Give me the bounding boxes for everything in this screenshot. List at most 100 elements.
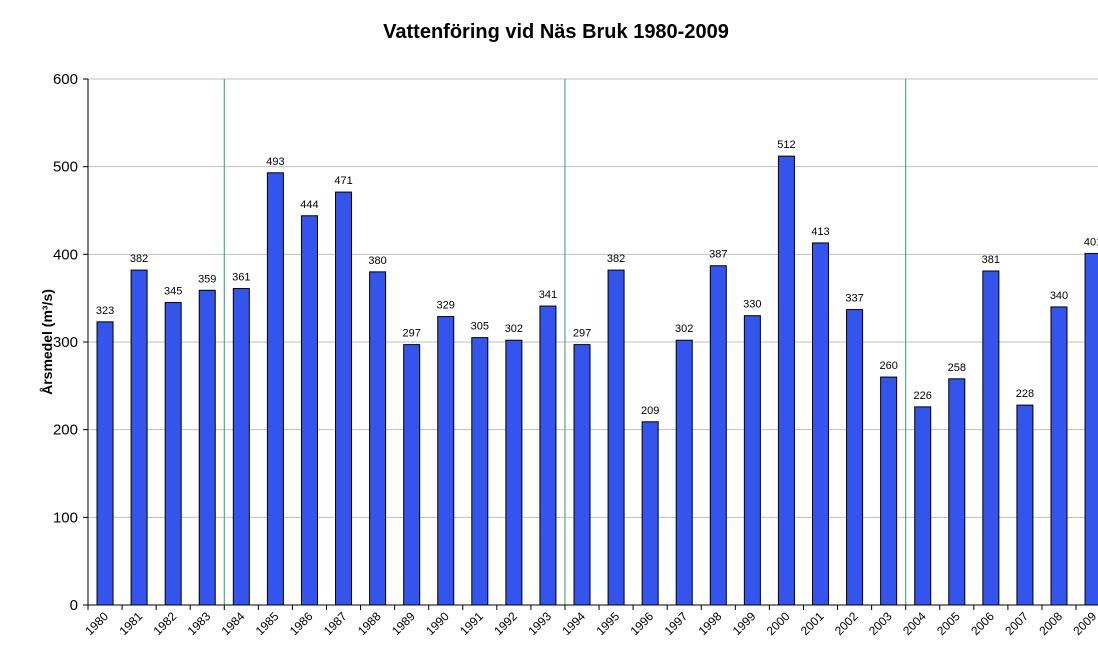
x-tick-label: 1990 xyxy=(423,609,452,638)
data-label: 341 xyxy=(539,289,557,301)
bar xyxy=(948,378,966,606)
bar xyxy=(641,421,659,606)
x-tick-label: 1996 xyxy=(627,609,656,638)
y-tick-label: 600 xyxy=(53,71,78,88)
x-tick-label: 1980 xyxy=(82,609,111,638)
data-label: 361 xyxy=(232,272,250,284)
y-tick-label: 500 xyxy=(53,159,78,176)
bar xyxy=(743,315,761,606)
bar xyxy=(880,376,898,606)
x-tick-label: 1985 xyxy=(253,609,282,638)
x-tick-label: 1982 xyxy=(151,609,180,638)
y-tick-label: 300 xyxy=(53,334,78,351)
x-tick-label: 1993 xyxy=(525,609,554,638)
bar xyxy=(369,271,387,606)
data-label: 297 xyxy=(402,328,420,340)
bar xyxy=(164,302,182,606)
data-label: 302 xyxy=(505,323,523,335)
bar xyxy=(1084,252,1098,606)
bar xyxy=(403,344,421,606)
x-tick-label: 1984 xyxy=(219,609,248,638)
x-tick-label: 1997 xyxy=(662,609,691,638)
data-label: 209 xyxy=(641,405,659,417)
bar xyxy=(130,269,148,606)
bar xyxy=(437,316,455,606)
data-label: 297 xyxy=(573,328,591,340)
x-tick-label: 1998 xyxy=(696,609,725,638)
data-label: 444 xyxy=(300,199,318,211)
bar xyxy=(232,288,250,606)
bar xyxy=(1016,404,1034,606)
data-label: 413 xyxy=(811,226,829,238)
data-label: 323 xyxy=(96,305,114,317)
data-label: 401 xyxy=(1084,236,1098,248)
data-label: 381 xyxy=(982,254,1000,266)
data-label: 329 xyxy=(437,300,455,312)
bar xyxy=(982,270,1000,606)
y-tick-label: 400 xyxy=(53,246,78,263)
data-label: 382 xyxy=(607,253,625,265)
y-tick-label: 100 xyxy=(53,509,78,526)
x-tick-label: 1991 xyxy=(457,609,486,638)
bar xyxy=(539,305,557,606)
data-label: 226 xyxy=(914,390,932,402)
x-tick-label: 1992 xyxy=(491,609,520,638)
x-tick-label: 1995 xyxy=(593,609,622,638)
data-label: 387 xyxy=(709,249,727,261)
data-label: 380 xyxy=(368,255,386,267)
data-label: 228 xyxy=(1016,388,1034,400)
x-tick-label: 2009 xyxy=(1070,609,1098,638)
data-label: 330 xyxy=(743,299,761,311)
bar xyxy=(335,191,353,606)
x-tick-label: 2004 xyxy=(900,609,929,638)
bar xyxy=(96,321,114,606)
bar xyxy=(777,155,795,606)
x-tick-label: 2005 xyxy=(934,609,963,638)
data-label: 340 xyxy=(1050,290,1068,302)
bar xyxy=(300,215,318,606)
x-tick-label: 1987 xyxy=(321,609,350,638)
data-label: 258 xyxy=(948,362,966,374)
y-tick-label: 200 xyxy=(53,422,78,439)
x-tick-label: 2003 xyxy=(866,609,895,638)
bar xyxy=(505,339,523,606)
bar xyxy=(914,406,932,606)
x-tick-label: 2001 xyxy=(798,609,827,638)
bar xyxy=(607,269,625,606)
data-label: 305 xyxy=(471,321,489,333)
x-tick-label: 1994 xyxy=(559,609,588,638)
data-label: 493 xyxy=(266,156,284,168)
data-label: 382 xyxy=(130,253,148,265)
bar xyxy=(471,337,489,606)
data-label: 260 xyxy=(879,360,897,372)
x-tick-label: 1989 xyxy=(389,609,418,638)
chart-title: Vattenföring vid Näs Bruk 1980-2009 xyxy=(383,21,729,43)
bar xyxy=(1050,306,1068,606)
data-label: 337 xyxy=(845,293,863,305)
data-label: 512 xyxy=(777,139,795,151)
x-tick-label: 1988 xyxy=(355,609,384,638)
x-tick-label: 2002 xyxy=(832,609,861,638)
x-tick-label: 2007 xyxy=(1002,609,1031,638)
data-label: 359 xyxy=(198,273,216,285)
x-tick-label: 1999 xyxy=(730,609,759,638)
bar xyxy=(846,309,864,606)
bar xyxy=(573,344,591,606)
x-tick-label: 2006 xyxy=(968,609,997,638)
x-tick-label: 1986 xyxy=(287,609,316,638)
x-tick-label: 1981 xyxy=(116,609,145,638)
y-axis-label: Årsmedel (m³/s) xyxy=(39,289,55,395)
bar xyxy=(811,242,830,606)
bar xyxy=(266,172,284,606)
data-label: 302 xyxy=(675,323,693,335)
y-tick-label: 0 xyxy=(70,597,78,614)
x-tick-label: 1983 xyxy=(185,609,214,638)
data-label: 471 xyxy=(334,175,352,187)
x-tick-label: 2000 xyxy=(764,609,793,638)
data-label: 345 xyxy=(164,286,182,298)
bar xyxy=(198,289,216,606)
x-tick-label: 2008 xyxy=(1036,609,1065,638)
bar xyxy=(709,265,727,606)
bar xyxy=(675,339,693,606)
